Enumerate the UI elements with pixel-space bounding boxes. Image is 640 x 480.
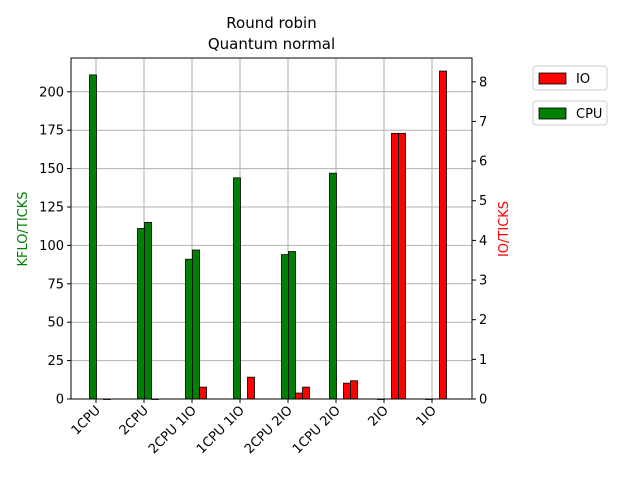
cpu-bar — [185, 258, 193, 400]
cpu-bar — [329, 172, 337, 400]
right-tick-label: 5 — [479, 194, 487, 209]
legend: IO CPU — [532, 65, 608, 126]
left-tick-label: 175 — [39, 124, 64, 139]
left-tick-label: 75 — [47, 277, 64, 292]
io-bar — [199, 386, 207, 400]
plot-frame — [70, 57, 473, 400]
cpu-bar — [137, 228, 145, 400]
left-tick-label: 25 — [47, 354, 64, 369]
x-tick-label: 2CPU 2IO — [242, 403, 296, 457]
right-tick-label: 7 — [479, 115, 487, 130]
grid — [71, 58, 472, 400]
io-bar — [439, 70, 447, 400]
legend-label: CPU — [576, 107, 602, 122]
chart-title-line-1: Round robin — [226, 14, 316, 32]
left-tick-label: 0 — [56, 393, 64, 408]
legend-label: IO — [576, 72, 590, 87]
io-bar — [350, 380, 358, 400]
right-tick-label: 6 — [479, 155, 487, 170]
cpu-bar — [281, 254, 289, 400]
x-tick-label: 1IO — [413, 403, 439, 429]
cpu-bar — [144, 221, 152, 400]
io-bar — [247, 376, 255, 400]
chart-title-line-2: Quantum normal — [208, 35, 335, 53]
left-tick-label: 100 — [39, 239, 64, 254]
right-tick-label: 2 — [479, 313, 487, 328]
io-bar — [343, 382, 351, 400]
cpu-bar — [233, 177, 241, 400]
right-tick-label: 0 — [479, 393, 487, 408]
right-tick-label: 4 — [479, 234, 487, 249]
right-tick-label: 3 — [479, 274, 487, 289]
io-bar — [302, 386, 310, 400]
right-tick-label: 8 — [479, 75, 487, 90]
io-bar — [391, 132, 399, 400]
bars — [89, 70, 447, 400]
left-tick-label: 200 — [39, 85, 64, 100]
legend-swatch — [538, 72, 567, 85]
left-y-axis: 0 25 50 75 100 125 150 175 200 — [39, 85, 71, 408]
x-tick-label: 2IO — [365, 403, 391, 429]
x-tick-label: 1CPU 1IO — [194, 403, 248, 457]
cpu-bar — [89, 74, 97, 400]
y-axis-label-left: KFLO/TICKS — [16, 191, 31, 266]
cpu-bar — [192, 249, 200, 400]
x-tick-label: 2CPU — [117, 403, 152, 438]
io-bar — [398, 132, 406, 400]
x-tick-label: 1CPU 2IO — [290, 403, 344, 457]
cpu-bar — [288, 251, 296, 400]
left-tick-label: 50 — [47, 316, 64, 331]
left-tick-label: 150 — [39, 162, 64, 177]
x-tick-label: 2CPU 1IO — [146, 403, 200, 457]
y-axis-label-right: IO/TICKS — [497, 201, 512, 257]
left-tick-label: 125 — [39, 200, 64, 215]
legend-swatch — [538, 107, 567, 120]
x-tick-label: 1CPU — [69, 403, 104, 438]
io-bar — [295, 392, 303, 400]
right-tick-label: 1 — [479, 353, 487, 368]
right-y-axis: 0 1 2 3 4 5 6 7 8 — [472, 75, 487, 408]
